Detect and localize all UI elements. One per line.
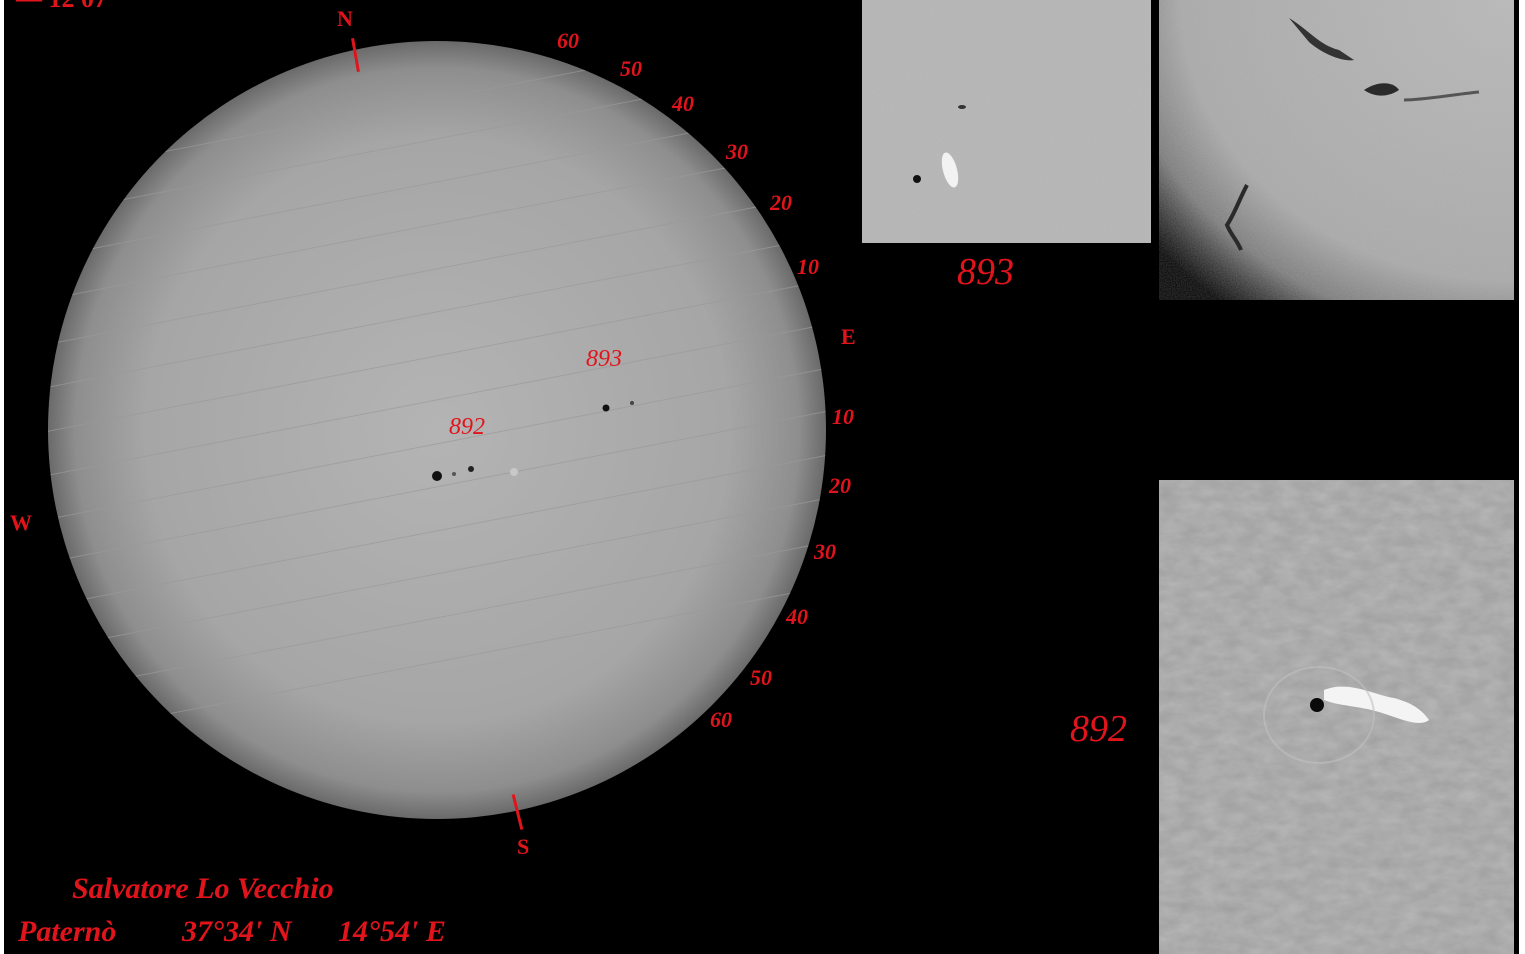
closeup-label-893: 893 bbox=[957, 251, 1014, 293]
observer-location: Paternò bbox=[18, 915, 117, 948]
observer-name: Salvatore Lo Vecchio bbox=[72, 872, 334, 905]
scale-south-60: 60 bbox=[710, 707, 732, 732]
sunspot-group-893 bbox=[602, 401, 634, 412]
compass-south: S bbox=[517, 834, 530, 859]
scale-north-10: 10 bbox=[797, 254, 819, 279]
closeup-label-892: 892 bbox=[1070, 708, 1127, 750]
observer-latitude: 37°34' N bbox=[182, 915, 292, 948]
scale-north-60: 60 bbox=[557, 28, 579, 53]
closeup-893-image bbox=[862, 0, 1151, 243]
scale-south-30: 30 bbox=[814, 539, 836, 564]
sun-disk-image bbox=[48, 41, 826, 819]
scale-north-40: 40 bbox=[672, 91, 694, 116]
closeup-limb-image bbox=[1159, 0, 1514, 300]
disk-label-893: 893 bbox=[586, 346, 622, 372]
sunspot-group-892 bbox=[432, 466, 518, 481]
scale-south-50: 50 bbox=[750, 665, 772, 690]
closeup-892-image bbox=[1159, 480, 1514, 954]
compass-east: E bbox=[841, 324, 856, 349]
observer-longitude: 14°54' E bbox=[338, 915, 446, 948]
scale-north-20: 20 bbox=[770, 190, 792, 215]
scale-south-20: 20 bbox=[829, 473, 851, 498]
scale-north-30: 30 bbox=[726, 139, 748, 164]
compass-north: N bbox=[337, 6, 353, 31]
scale-north-50: 50 bbox=[620, 56, 642, 81]
compass-west: W bbox=[10, 510, 32, 535]
scale-south-10: 10 bbox=[832, 404, 854, 429]
top-cutoff-caption: — 12 07 bbox=[16, 0, 107, 14]
solar-observation-image: — 12 07 bbox=[4, 0, 1519, 954]
disk-label-892: 892 bbox=[449, 414, 485, 440]
scale-south-40: 40 bbox=[786, 604, 808, 629]
